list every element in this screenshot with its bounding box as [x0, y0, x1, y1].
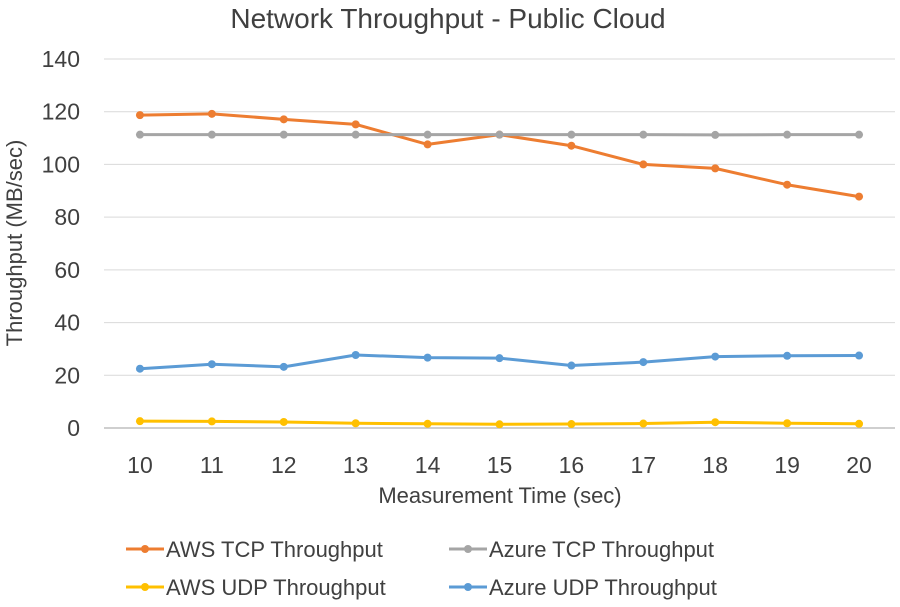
- data-point: [423, 353, 432, 362]
- legend: AWS TCP Throughput Azure TCP Throughput AW…: [126, 537, 717, 600]
- data-point: [423, 140, 432, 149]
- data-point: [639, 130, 648, 139]
- x-tick-label: 17: [631, 452, 657, 478]
- series-lines: [135, 109, 864, 429]
- y-tick-label: 60: [54, 257, 80, 283]
- data-point: [567, 130, 576, 139]
- data-point: [495, 420, 504, 429]
- legend-item: AWS UDP Throughput: [126, 575, 386, 600]
- data-point: [855, 192, 864, 201]
- data-point: [711, 164, 720, 173]
- y-axis-ticks: 0 20 40 60 80 100 120 140: [42, 46, 80, 441]
- data-point: [711, 418, 720, 427]
- y-tick-label: 140: [42, 46, 80, 72]
- x-tick-label: 10: [127, 452, 153, 478]
- x-tick-label: 15: [487, 452, 513, 478]
- data-point: [711, 352, 720, 361]
- x-axis-label: Measurement Time (sec): [378, 483, 621, 508]
- data-point: [351, 130, 360, 139]
- x-tick-label: 20: [846, 452, 872, 478]
- data-point: [639, 419, 648, 428]
- x-tick-label: 16: [559, 452, 585, 478]
- data-point: [855, 419, 864, 428]
- y-tick-label: 40: [54, 310, 80, 336]
- legend-label: Azure TCP Throughput: [489, 537, 714, 562]
- x-axis-ticks: 10 11 12 13 14 15 16 17 18 19 20: [127, 452, 872, 478]
- data-point: [351, 120, 360, 129]
- series-line: [138, 112, 861, 199]
- data-point: [855, 130, 864, 139]
- y-tick-label: 100: [42, 151, 80, 177]
- gridlines: [104, 58, 895, 429]
- data-point: [783, 419, 792, 428]
- legend-swatch-marker: [141, 545, 149, 553]
- data-point: [351, 350, 360, 359]
- data-point: [783, 130, 792, 139]
- data-point: [711, 130, 720, 139]
- data-point: [423, 130, 432, 139]
- y-tick-label: 80: [54, 204, 80, 230]
- data-point: [135, 111, 144, 120]
- data-point: [207, 417, 216, 426]
- data-point: [135, 364, 144, 373]
- legend-item: AWS TCP Throughput: [126, 537, 383, 562]
- data-point: [279, 115, 288, 124]
- data-point: [135, 130, 144, 139]
- series-aws-udp-throughput: [135, 417, 864, 429]
- y-tick-label: 120: [42, 99, 80, 125]
- legend-label: AWS UDP Throughput: [166, 575, 386, 600]
- series-azure-tcp-throughput: [135, 130, 864, 139]
- data-point: [783, 351, 792, 360]
- x-tick-label: 14: [415, 452, 441, 478]
- data-point: [135, 417, 144, 426]
- x-tick-label: 11: [200, 452, 224, 478]
- legend-label: Azure UDP Throughput: [489, 575, 717, 600]
- y-tick-label: 20: [54, 362, 80, 388]
- legend-swatch-marker: [464, 583, 472, 591]
- series-aws-tcp-throughput: [135, 109, 864, 201]
- data-point: [783, 180, 792, 189]
- data-point: [639, 358, 648, 367]
- series-azure-udp-throughput: [135, 350, 864, 373]
- data-point: [207, 360, 216, 369]
- x-tick-label: 18: [702, 452, 728, 478]
- data-point: [567, 420, 576, 429]
- data-point: [567, 141, 576, 150]
- x-tick-label: 13: [343, 452, 369, 478]
- data-point: [567, 361, 576, 370]
- legend-item: Azure UDP Throughput: [449, 575, 717, 600]
- legend-swatch-marker: [464, 545, 472, 553]
- x-tick-label: 19: [774, 452, 800, 478]
- legend-item: Azure TCP Throughput: [449, 537, 714, 562]
- data-point: [495, 354, 504, 363]
- data-point: [207, 109, 216, 118]
- y-axis-label: Throughput (MB/sec): [2, 140, 27, 347]
- data-point: [495, 130, 504, 139]
- chart-title: Network Throughput - Public Cloud: [230, 3, 665, 34]
- data-point: [423, 419, 432, 428]
- data-point: [279, 362, 288, 371]
- data-point: [855, 351, 864, 360]
- data-point: [279, 130, 288, 139]
- x-tick-label: 12: [271, 452, 297, 478]
- legend-swatch-marker: [141, 583, 149, 591]
- data-point: [207, 130, 216, 139]
- data-point: [351, 419, 360, 428]
- legend-label: AWS TCP Throughput: [166, 537, 383, 562]
- data-point: [279, 417, 288, 426]
- data-point: [639, 160, 648, 169]
- y-tick-label: 0: [67, 415, 80, 441]
